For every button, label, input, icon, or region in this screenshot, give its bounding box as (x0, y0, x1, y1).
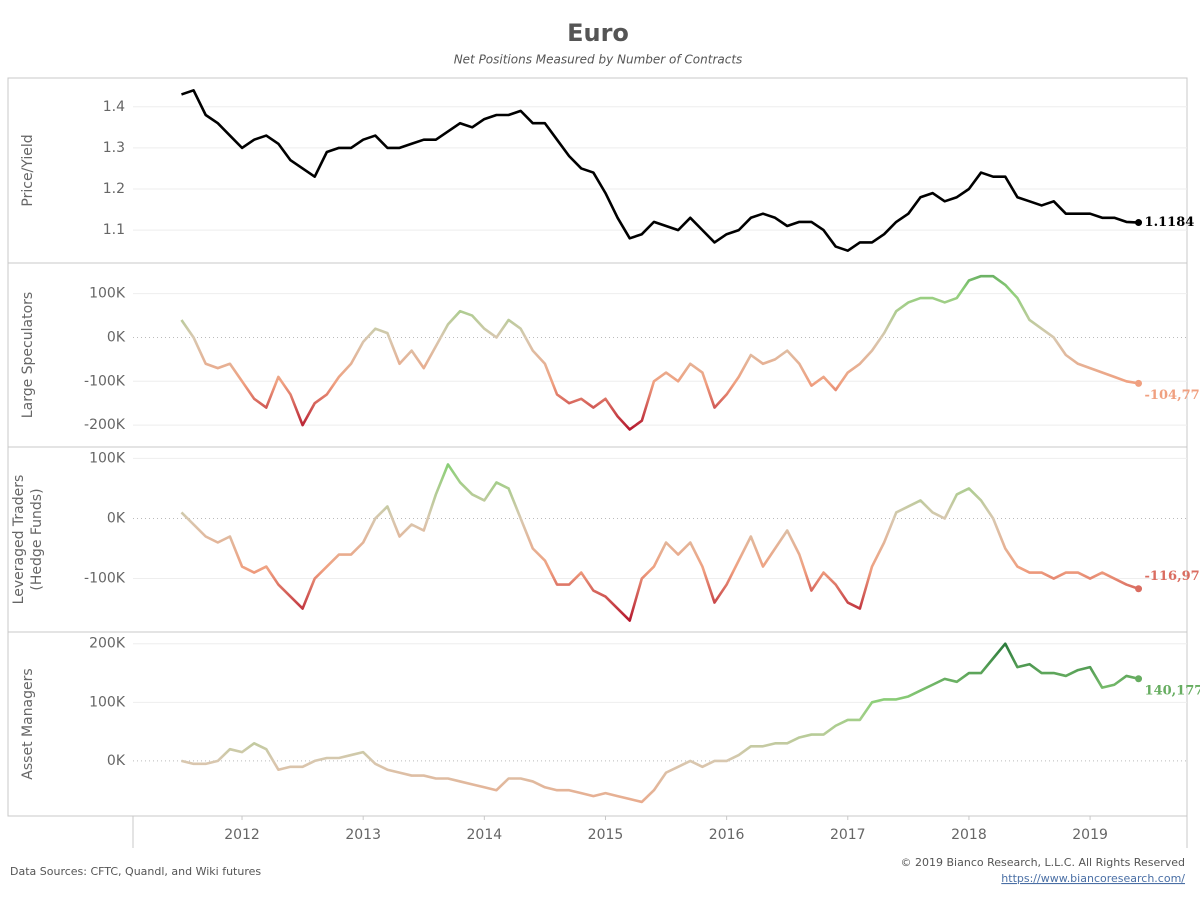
y-tick-label: 100K (89, 694, 126, 710)
chart-title: Euro (567, 19, 629, 47)
y-tick-label: 200K (89, 636, 126, 652)
x-tick-label: 2019 (1072, 827, 1108, 843)
y-tick-label: 1.1 (103, 222, 125, 238)
y-tick-label: 1.3 (103, 140, 125, 156)
link[interactable]: https://www.biancoresearch.com/ (1001, 872, 1185, 885)
end-marker (1135, 379, 1143, 387)
series-line (180, 274, 1139, 431)
end-marker (1135, 675, 1143, 683)
y-axis-label: Leveraged Traders (11, 475, 27, 605)
y-tick-label: 0K (107, 329, 126, 345)
chart-subtitle: Net Positions Measured by Number of Cont… (454, 53, 743, 67)
series-line (180, 463, 1139, 622)
copyright: © 2019 Bianco Research, L.L.C. All Right… (901, 856, 1185, 869)
end-label: 1.1184 (1145, 215, 1195, 230)
y-tick-label: 1.2 (103, 181, 125, 197)
x-tick-label: 2015 (588, 827, 624, 843)
series-line (181, 642, 1139, 804)
end-label: -116,971 (1145, 569, 1200, 584)
end-marker (1135, 585, 1143, 593)
y-tick-label: 0K (107, 510, 126, 526)
x-tick-label: 2018 (951, 827, 987, 843)
x-tick-label: 2014 (467, 827, 503, 843)
end-label: 140,177 (1145, 683, 1200, 698)
end-label: -104,777 (1145, 388, 1200, 403)
y-axis-label: Asset Managers (20, 668, 36, 779)
y-axis-label: Price/Yield (20, 134, 36, 206)
y-axis-label: (Hedge Funds) (29, 488, 45, 590)
y-tick-label: 100K (89, 450, 126, 466)
sources: Data Sources: CFTC, Quandl, and Wiki fut… (10, 865, 261, 878)
y-axis-label: Large Speculators (20, 292, 36, 418)
y-tick-label: 1.4 (103, 99, 125, 115)
series-line (181, 89, 1139, 252)
y-tick-label: 100K (89, 286, 126, 302)
y-tick-label: -100K (84, 571, 126, 587)
y-tick-label: 0K (107, 753, 126, 769)
y-tick-label: -100K (84, 373, 126, 389)
y-tick-label: -200K (84, 417, 126, 433)
x-tick-label: 2012 (224, 827, 260, 843)
x-tick-label: 2013 (345, 827, 381, 843)
end-marker (1135, 219, 1143, 227)
x-tick-label: 2016 (709, 827, 745, 843)
x-tick-label: 2017 (830, 827, 866, 843)
